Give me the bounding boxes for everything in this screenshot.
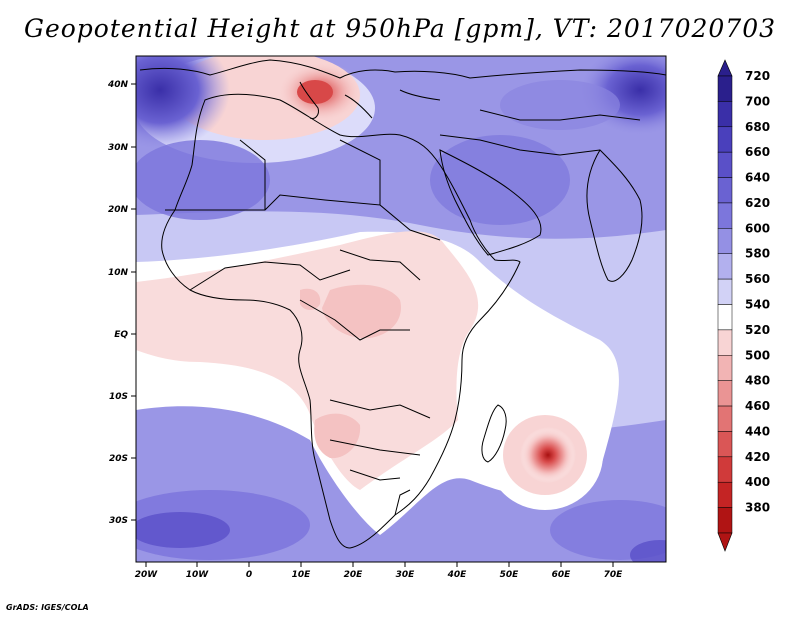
colorbar-swatch — [717, 456, 733, 483]
colorbar-label: 500 — [745, 348, 770, 362]
credit-text: GrADS: IGES/COLA — [6, 603, 89, 612]
lat-label: 20S — [109, 454, 128, 464]
colorbar-swatch — [717, 278, 733, 305]
lat-label: 40N — [107, 80, 129, 90]
chart-title: Geopotential Height at 950hPa [gpm], VT:… — [23, 14, 777, 43]
colorbar: 720 700 680 660 640 620 600 580 560 540 520 500 480 4… — [717, 59, 770, 552]
colorbar-swatch — [717, 355, 733, 381]
lon-label: 10E — [292, 570, 312, 580]
colorbar-swatch — [717, 202, 733, 229]
lon-label: 10W — [186, 570, 210, 580]
colorbar-label: 540 — [745, 298, 770, 312]
colorbar-label: 680 — [745, 120, 770, 134]
colorbar-label: 480 — [745, 374, 770, 388]
lon-label: 20W — [135, 570, 159, 580]
lat-label: 20N — [108, 205, 129, 215]
colorbar-swatch — [717, 126, 733, 153]
colorbar-swatch — [717, 405, 733, 432]
plot-frame — [135, 55, 667, 563]
colorbar-swatch — [717, 101, 733, 128]
colorbar-label: 460 — [745, 399, 770, 413]
lon-label: 70E — [604, 570, 624, 580]
colorbar-swatch — [717, 304, 733, 331]
colorbar-label: 640 — [745, 171, 770, 185]
colorbar-label: 380 — [745, 501, 770, 515]
colorbar-top-arrow — [717, 59, 733, 77]
lat-label: 30S — [109, 516, 128, 526]
lon-label: 0 — [246, 570, 252, 580]
colorbar-label: 520 — [745, 323, 770, 337]
colorbar-label: 700 — [745, 94, 770, 108]
colorbar-swatch — [717, 431, 733, 458]
colorbar-swatch — [717, 177, 733, 204]
lat-label: 10S — [109, 392, 128, 402]
lon-label: 20E — [344, 570, 364, 580]
colorbar-label: 440 — [745, 424, 770, 438]
latitude-labels: 40N 30N 20N 10N EQ 10S 20S 30S — [107, 80, 129, 526]
lon-label: 60E — [552, 570, 572, 580]
lon-label: 30E — [396, 570, 416, 580]
colorbar-swatch — [717, 507, 733, 534]
colorbar-label: 580 — [745, 247, 770, 261]
colorbar-bottom-arrow — [717, 532, 733, 552]
tick-marks — [131, 83, 614, 567]
colorbar-label: 420 — [745, 450, 770, 464]
lat-label: 30N — [108, 143, 129, 153]
colorbar-label: 660 — [745, 145, 770, 159]
lat-label: EQ — [114, 330, 128, 340]
coastlines — [139, 59, 666, 549]
lon-label: 40E — [447, 570, 468, 580]
lat-label: 10N — [108, 268, 129, 278]
colorbar-swatch — [717, 75, 733, 102]
height-field — [136, 56, 666, 562]
lon-label: 50E — [500, 570, 520, 580]
colorbar-label: 620 — [745, 196, 770, 210]
colorbar-swatch — [717, 329, 733, 356]
colorbar-swatch — [717, 228, 733, 254]
colorbar-swatch — [717, 151, 733, 178]
colorbar-label: 600 — [745, 221, 770, 235]
colorbar-swatch — [717, 481, 733, 508]
colorbar-swatch — [717, 380, 733, 407]
longitude-labels: 20W 10W 0 10E 20E 30E 40E 50E 60E 70E — [135, 570, 623, 580]
colorbar-swatch — [717, 253, 733, 280]
colorbar-label: 720 — [745, 69, 770, 83]
colorbar-label: 400 — [745, 475, 770, 489]
colorbar-label: 560 — [745, 272, 770, 286]
